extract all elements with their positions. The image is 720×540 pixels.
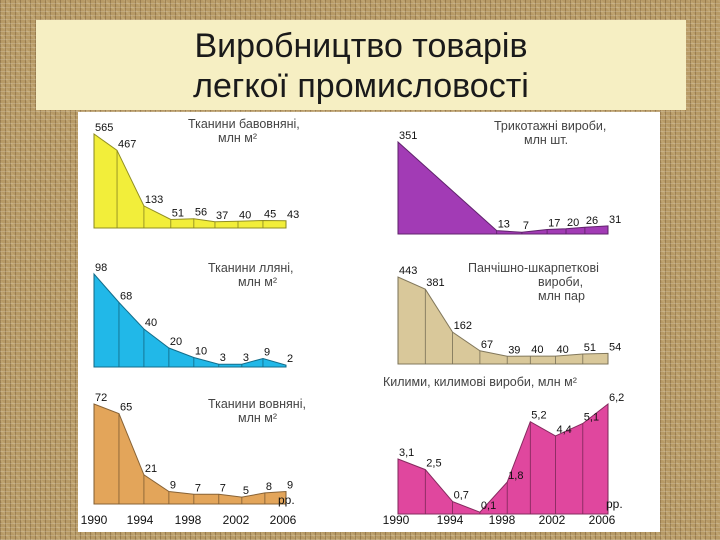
chart-title-line: Трикотажні вироби, <box>494 119 606 133</box>
data-label: 2,5 <box>426 458 441 470</box>
data-label: 8 <box>266 481 272 493</box>
page-title: Виробництво товарів легкої промисловості <box>36 26 686 106</box>
data-label: 565 <box>95 122 113 134</box>
data-label: 6,2 <box>609 392 624 404</box>
data-label: 7 <box>195 482 201 494</box>
data-label: 26 <box>586 215 598 227</box>
data-label: 72 <box>95 392 107 404</box>
x-tick-label: 1994 <box>437 513 464 527</box>
data-label: 7 <box>220 482 226 494</box>
data-label: 43 <box>287 209 299 221</box>
data-label: 65 <box>120 402 132 414</box>
data-label: 40 <box>239 209 251 221</box>
chart-title-line: вироби, <box>538 275 583 289</box>
data-label: 162 <box>454 320 472 332</box>
chart-title-line: Тканини лляні, <box>208 261 294 275</box>
data-label: 2 <box>287 353 293 365</box>
data-label: 17 <box>548 218 560 230</box>
chart-title-line: млн м² <box>238 275 277 289</box>
data-label: 443 <box>399 265 417 277</box>
title-line-1: Виробництво товарів <box>194 27 528 65</box>
data-label: 1,8 <box>508 470 523 482</box>
x-tick-label: 1998 <box>175 513 202 527</box>
year-unit-label: рр. <box>606 497 623 511</box>
chart-panel-1: 565 467 133 51 56 37 40 45 43 Тканини бавовняні,м… <box>93 117 300 229</box>
data-label: 7 <box>523 220 529 232</box>
data-label: 67 <box>481 339 493 351</box>
data-label: 98 <box>95 262 107 274</box>
chart-panel-3: 98 68 40 20 10 3 3 9 2 Тканини лляні,млн м² <box>93 261 294 368</box>
chart-title-line: млн м² <box>218 131 257 145</box>
data-label: 0,7 <box>454 490 469 502</box>
x-tick-label: 2002 <box>539 513 566 527</box>
data-label: 9 <box>287 480 293 492</box>
charts-figure: 565 467 133 51 56 37 40 45 43 Тканини бавовняні, м… <box>78 112 660 532</box>
data-label: 51 <box>584 342 596 354</box>
data-label: 9 <box>264 346 270 358</box>
x-tick-label: 2006 <box>589 513 616 527</box>
data-label: 5,1 <box>584 412 599 424</box>
chart-title-line: млн шт. <box>524 133 568 147</box>
chart-title-line: млн пар <box>538 289 585 303</box>
data-label: 39 <box>508 344 520 356</box>
data-label: 5 <box>243 485 249 497</box>
data-label: 51 <box>172 208 184 220</box>
data-label: 45 <box>264 209 276 221</box>
x-tick-label: 2002 <box>223 513 250 527</box>
data-label: 5,2 <box>531 410 546 422</box>
data-label: 68 <box>120 290 132 302</box>
data-label: 40 <box>531 344 543 356</box>
chart-panel-5: 72 65 21 9 7 7 5 8 9 Тканини вовняні,млн м² <box>93 392 306 505</box>
chart-title-line: Панчішно-шкарпеткові <box>468 261 599 275</box>
year-unit-label: рр. <box>278 493 295 507</box>
data-label: 20 <box>567 217 579 229</box>
data-label: 0,1 <box>481 500 496 512</box>
data-label: 3 <box>243 352 249 364</box>
chart-title-line: млн м² <box>238 411 277 425</box>
data-label: 3 <box>220 352 226 364</box>
data-label: 31 <box>609 214 621 226</box>
data-label: 54 <box>609 341 621 353</box>
x-tick-label: 2006 <box>270 513 297 527</box>
title-banner: Виробництво товарів легкої промисловості <box>36 20 686 110</box>
data-label: 37 <box>216 210 228 222</box>
data-label: 21 <box>145 463 157 475</box>
x-tick-label: 1990 <box>81 513 108 527</box>
chart-panel-6: 3,1 2,5 0,7 0,1 1,8 5,2 4,4 5,1 6,2 Килими, килим… <box>383 375 624 515</box>
data-label: 13 <box>498 219 510 231</box>
data-label: 9 <box>170 480 176 492</box>
data-label: 40 <box>557 344 569 356</box>
chart-panel-4: 443 381 162 67 39 40 40 51 54 Панчішно-шкарпетков… <box>397 261 621 365</box>
data-label: 56 <box>195 207 207 219</box>
title-line-2: легкої промисловості <box>193 67 529 105</box>
x-tick-label: 1990 <box>383 513 410 527</box>
data-label: 20 <box>170 336 182 348</box>
data-label: 381 <box>426 277 444 289</box>
data-label: 10 <box>195 346 207 358</box>
data-label: 351 <box>399 130 417 142</box>
chart-title-line: Килими, килимові вироби, млн м² <box>383 375 577 389</box>
chart-title-line: Тканини бавовняні, <box>188 117 300 131</box>
data-label: 467 <box>118 138 136 150</box>
data-label: 133 <box>145 194 163 206</box>
data-label: 3,1 <box>399 447 414 459</box>
x-tick-label: 1994 <box>127 513 154 527</box>
data-label: 4,4 <box>557 424 572 436</box>
chart-title-line: Тканини вовняні, <box>208 397 306 411</box>
chart-panel-2: 351 13 7 17 20 26 31 Трикотажні вироби,млн шт. <box>397 119 621 235</box>
data-label: 40 <box>145 317 157 329</box>
x-tick-label: 1998 <box>489 513 516 527</box>
